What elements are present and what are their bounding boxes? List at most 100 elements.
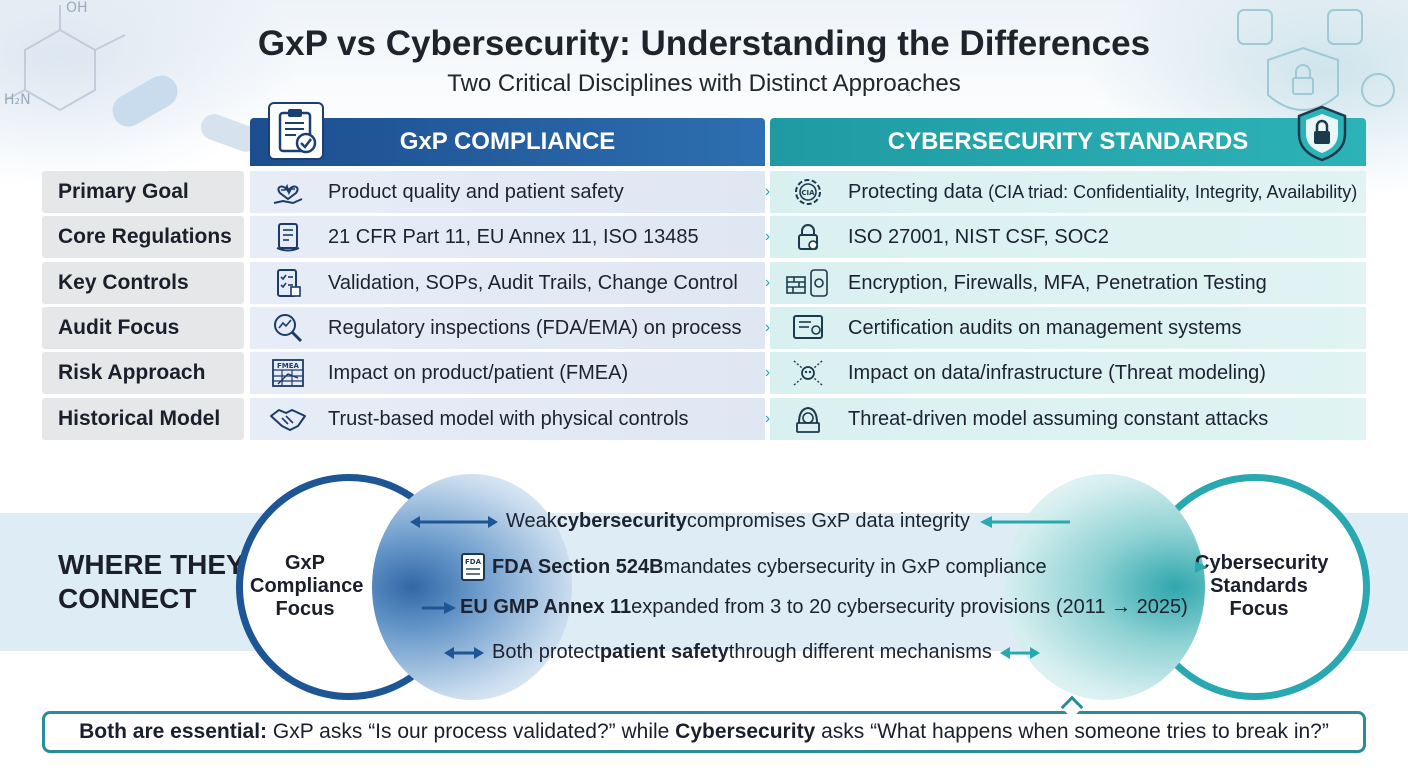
chevron-right-icon: › (764, 228, 771, 245)
cyber-cell: Threat-driven model assuming constant at… (770, 398, 1366, 440)
cyber-cell-small: (CIA triad: Confidentiality, Integrity, … (988, 181, 1358, 202)
hacker-icon (782, 403, 834, 435)
gxp-cell-text: Trust-based model with physical controls (328, 407, 689, 430)
cyber-cell-text: Impact on data/infrastructure (Threat mo… (848, 361, 1266, 384)
svg-text:OH: OH (66, 0, 88, 16)
gxp-circle-line: GxP (284, 552, 326, 574)
gxp-cell-text: Validation, SOPs, Audit Trails, Change C… (328, 271, 738, 294)
cyber-overlap-gradient (1005, 474, 1205, 700)
comparison-row: Key Controls Validation, SOPs, Audit Tra… (42, 262, 1366, 304)
connection-item: EU GMP Annex 11 expanded from 3 to 20 cy… (422, 596, 1188, 619)
document-icon (262, 221, 314, 253)
connection-item: FDA FDA Section 524B mandates cybersecur… (460, 552, 1207, 582)
fmea-label: FMEA (277, 362, 300, 370)
row-label: Core Regulations (42, 216, 244, 258)
row-label: Historical Model (42, 398, 244, 440)
comparison-row: Primary Goal Product quality and patient… (42, 171, 1366, 213)
connection-post: expanded from 3 to 20 cybersecurity prov… (631, 596, 1188, 618)
connect-heading-line2: CONNECT (58, 583, 197, 614)
arrow-right-icon (1056, 561, 1207, 573)
gxp-circle-line: Focus (275, 598, 335, 620)
comparison-row: Core Regulations 21 CFR Part 11, EU Anne… (42, 216, 1366, 258)
cia-gear-icon: CIA (782, 175, 834, 209)
arrow-left-icon (979, 515, 1070, 528)
connection-pre: Weak (506, 510, 557, 532)
gxp-circle-label: GxP Compliance Focus (250, 552, 364, 621)
row-label: Audit Focus (42, 307, 244, 349)
connect-heading: WHERE THEY CONNECT (58, 548, 245, 616)
cyber-circle-line: Standards (1210, 575, 1308, 597)
connection-bold: EU GMP Annex 11 (460, 596, 632, 618)
cyber-cell: CIA Protecting data (CIA triad: Confiden… (770, 171, 1366, 213)
double-arrow-icon (444, 646, 484, 659)
summary-callout: Both are essential: GxP asks “Is our pro… (42, 711, 1366, 753)
svg-text:H₂N: H₂N (4, 92, 31, 108)
cyber-circle-line: Focus (1229, 598, 1289, 620)
gxp-overlap-gradient (372, 474, 572, 700)
cyber-circle-label: Cybersecurity Standards Focus (1195, 552, 1329, 621)
checklist-icon (262, 267, 314, 299)
gxp-cell-text: Regulatory inspections (FDA/EMA) on proc… (328, 316, 742, 339)
connection-post: mandates cybersecurity in GxP compliance (663, 555, 1047, 578)
cyber-cell-text: ISO 27001, NIST CSF, SOC2 (848, 225, 1109, 248)
connection-bold: patient safety (599, 641, 729, 663)
magnifier-chart-icon (262, 312, 314, 344)
cia-label: CIA (801, 189, 815, 197)
chevron-right-icon: › (764, 364, 771, 381)
gxp-cell-text: Product quality and patient safety (328, 180, 624, 203)
chevron-right-icon: › (764, 183, 771, 200)
row-label: Primary Goal (42, 171, 244, 213)
cyber-cell-text: Encryption, Firewalls, MFA, Penetration … (848, 271, 1267, 294)
cyber-cell-text: Certification audits on management syste… (848, 316, 1242, 339)
handshake-icon (262, 404, 314, 434)
gxp-cell: FMEA Impact on product/patient (FMEA) (250, 352, 765, 394)
double-arrow-icon (999, 646, 1040, 659)
callout-bold-lead: Both are essential: (79, 720, 268, 743)
gxp-cell: Regulatory inspections (FDA/EMA) on proc… (250, 307, 765, 349)
chevron-right-icon: › (764, 410, 771, 427)
gxp-cell: Product quality and patient safety (250, 171, 765, 213)
cyber-cell-main: Protecting data (848, 180, 983, 203)
connection-post: through different mechanisms (728, 641, 992, 663)
cyber-circle-line: Cybersecurity (1195, 552, 1329, 574)
lock-icon (782, 221, 834, 253)
shield-lock-icon (1294, 104, 1350, 162)
gxp-cell: 21 CFR Part 11, EU Annex 11, ISO 13485 (250, 216, 765, 258)
threat-skull-icon (782, 357, 834, 389)
cyber-cell: Certification audits on management syste… (770, 307, 1366, 349)
cyber-cell-text: Threat-driven model assuming constant at… (848, 407, 1269, 430)
cyber-cell: Impact on data/infrastructure (Threat mo… (770, 352, 1366, 394)
row-label: Risk Approach (42, 352, 244, 394)
heart-hand-icon (262, 177, 314, 207)
fmea-table-icon: FMEA (262, 357, 314, 389)
cyber-column-header: CYBERSECURITY STANDARDS (770, 118, 1366, 166)
gxp-circle-line: Compliance (250, 575, 364, 597)
connection-post: compromises GxP data integrity (686, 510, 970, 532)
gxp-column-header: GxP COMPLIANCE (250, 118, 765, 166)
row-label: Key Controls (42, 262, 244, 304)
cyber-cell-text: Protecting data (CIA triad: Confidential… (848, 181, 1357, 204)
fda-book-icon: FDA (461, 553, 485, 581)
callout-bold-cyber: Cybersecurity (675, 720, 816, 743)
connection-pre: Both protect (492, 641, 600, 663)
page-title: GxP vs Cybersecurity: Understanding the … (257, 24, 1151, 63)
gxp-cell-text: 21 CFR Part 11, EU Annex 11, ISO 13485 (328, 225, 699, 248)
chevron-right-icon: › (764, 274, 771, 291)
cyber-cell: Encryption, Firewalls, MFA, Penetration … (770, 262, 1366, 304)
connection-item: Both protect patient safety through diff… (444, 641, 1040, 664)
connect-heading-line1: WHERE THEY (58, 549, 245, 580)
gxp-cell: Trust-based model with physical controls (250, 398, 765, 440)
cyber-cell: ISO 27001, NIST CSF, SOC2 (770, 216, 1366, 258)
clipboard-check-icon (268, 102, 324, 160)
connection-bold: cybersecurity (556, 510, 687, 532)
connection-item: Weak cybersecurity compromises GxP data … (410, 510, 1070, 533)
callout-text-end: asks “What happens when someone tries to… (815, 720, 1329, 743)
fda-badge-label: FDA (465, 558, 482, 566)
double-arrow-icon (410, 515, 498, 528)
arrow-right-icon (422, 601, 456, 614)
certificate-icon (782, 313, 834, 343)
comparison-row: Risk Approach FMEA Impact on product/pat… (42, 352, 1366, 394)
firewall-phone-icon (782, 267, 834, 299)
comparison-row: Audit Focus Regulatory inspections (FDA/… (42, 307, 1366, 349)
page-subtitle: Two Critical Disciplines with Distinct A… (447, 70, 961, 97)
